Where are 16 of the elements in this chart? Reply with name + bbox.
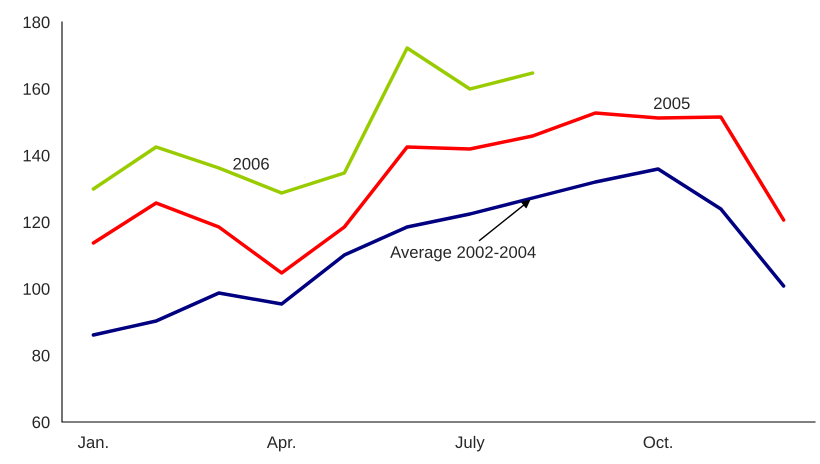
x-tick-label: July bbox=[455, 436, 485, 452]
x-tick-label: Jan. bbox=[78, 436, 108, 448]
y-tick-label: 60 bbox=[32, 416, 50, 428]
series-label: 2005 bbox=[654, 97, 690, 110]
y-tick-label: 100 bbox=[24, 283, 50, 295]
series-label: Average 2002-2004 bbox=[390, 246, 536, 262]
y-tick-label: 80 bbox=[32, 350, 50, 362]
line-series bbox=[92, 46, 534, 195]
y-tick-label: 140 bbox=[24, 150, 50, 162]
y-tick-label: 120 bbox=[24, 216, 50, 228]
y-tick-label: 180 bbox=[24, 16, 50, 28]
series-label: 2006 bbox=[233, 158, 269, 170]
line-series bbox=[92, 111, 786, 275]
x-tick-label: Oct. bbox=[644, 436, 672, 448]
y-tick-label: 160 bbox=[24, 83, 50, 95]
x-tick-label: Apr. bbox=[266, 436, 295, 452]
